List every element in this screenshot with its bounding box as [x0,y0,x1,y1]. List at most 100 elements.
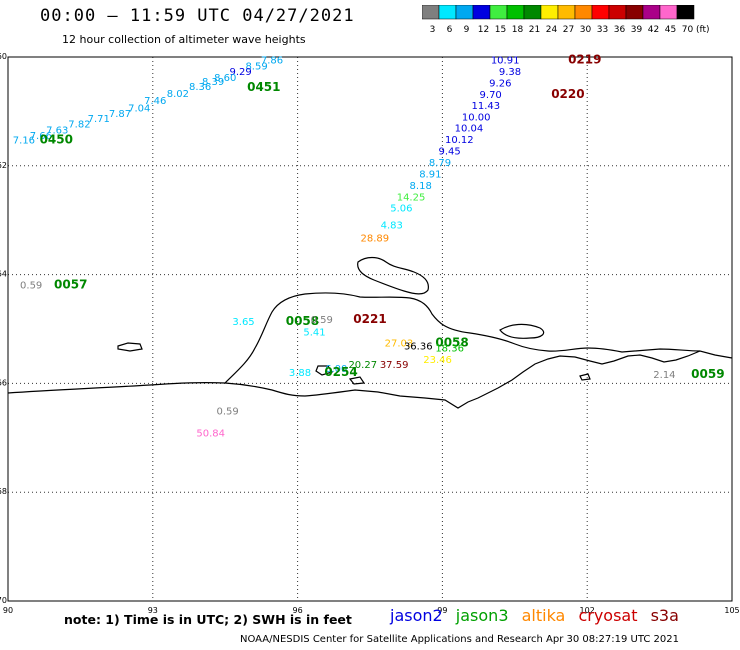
scale-tick-label: 39 [631,25,643,35]
pass-time-label: 0059 [691,367,724,381]
longitude-tick-label: 105 [724,606,739,615]
longitude-tick-label: 99 [437,606,447,615]
wave-height-label: 7.82 [68,119,90,130]
scale-tick-label: 70 [682,25,694,35]
longitude-tick-label: 96 [293,606,303,615]
wave-height-label: 7.63 [46,125,68,136]
scale-tick-label: 15 [495,25,506,35]
wave-height-label: 36.36 [404,341,433,352]
small-island-outline [348,376,366,385]
wave-height-label: 10.04 [455,124,484,135]
antarctic-coastline [7,350,733,409]
footnote: note: 1) Time is in UTC; 2) SWH is in fe… [64,612,352,627]
wave-height-label: 4.83 [381,221,403,232]
wave-height-label: 8.79 [429,158,451,169]
coastline [7,256,733,409]
scale-tick-label: 3 [430,25,436,35]
wave-height-label: 8.18 [410,181,432,192]
pass-time-label: 0057 [54,277,87,291]
wave-height-label: 8.36 [189,82,211,93]
wave-height-label: 7.66 [30,131,52,142]
wave-height-label: 8.39 [202,77,224,88]
legend-altika: altika [521,606,566,625]
pass-time-label: 0220 [551,87,584,101]
legend-cryosat: cryosat [578,606,638,625]
latitude-tick-label: -62 [0,161,7,170]
pass-time-label: 0219 [568,53,601,67]
wave-height-label: 0.59 [216,407,238,418]
scale-swatch-70 [676,5,695,20]
wave-height-label: 0.59 [311,315,333,326]
wave-height-label: 11.43 [472,101,501,112]
wave-height-label: 9.38 [499,67,521,78]
latitude-tick-label: -60 [0,52,7,61]
scale-unit-label: (ft) [696,25,710,35]
wave-height-label: 8.60 [214,73,236,84]
wave-height-label: 9.70 [480,90,502,101]
ice-shelf-outline [224,292,701,384]
scale-tick-label: 21 [529,25,540,35]
wave-height-label: 7.87 [109,109,131,120]
scale-tick-label: 27 [563,25,574,35]
scale-tick-label: 42 [648,25,659,35]
map-title: 00:00 – 11:59 UTC 04/27/2021 [40,6,355,26]
longitude-tick-label: 90 [3,606,13,615]
legend-jason2: jason2 [390,606,443,625]
wave-height-label: 23.46 [423,355,452,366]
latitude-tick-label: -68 [0,487,7,496]
wave-height-label: 7.71 [88,114,110,125]
wave-height-label: 6.00 [325,364,347,375]
scale-tick-label: 9 [464,25,470,35]
scale-tick-label: 24 [546,25,558,35]
longitude-tick-label: 102 [580,606,595,615]
map-subtitle: 12 hour collection of altimeter wave hei… [62,33,306,46]
pass-time-label: 0451 [247,80,280,94]
wave-height-label: 0.59 [20,280,42,291]
wave-height-label: 9.29 [230,67,252,78]
wave-height-label: 37.59 [380,360,409,371]
wave-height-label: 50.84 [196,428,225,439]
pass-time-label: 0450 [40,133,73,147]
latitude-tick-label: -70 [0,596,7,605]
credit-line: NOAA/NESDIS Center for Satellite Applica… [240,634,679,645]
pass-time-label: 0058 [435,336,468,350]
small-island-outline [117,342,143,352]
ice-tongue-outline [499,323,545,339]
wave-height-label: 7.46 [144,96,166,107]
pass-time-label: 0058 [286,314,319,328]
wave-height-observations: 7.868.599.298.608.398.368.027.467.047.87… [13,53,725,440]
latitude-tick-label: -66 [0,378,7,387]
wave-height-label: 7.16 [13,136,35,147]
pass-time-label: 0254 [324,365,357,379]
wave-height-label: 3.88 [289,368,311,379]
latitude-tick-label: -64 [0,270,7,279]
scale-tick-label: 36 [614,25,626,35]
wave-height-label: 27.03 [385,339,414,350]
wave-height-label: 10.12 [445,135,474,146]
wave-height-label: 5.06 [390,204,412,215]
wave-height-label: 14.25 [397,192,426,203]
wave-height-label: 2.14 [653,370,675,381]
wave-height-label: 7.04 [128,104,150,115]
pass-time-label: 0221 [353,312,386,326]
scale-tick-label: 30 [580,25,592,35]
wave-height-label: 7.86 [261,56,283,67]
scale-tick-label: 18 [512,25,524,35]
island-outline [357,256,429,295]
wave-height-label: 3.65 [232,317,254,328]
scale-tick-label: 45 [665,25,676,35]
wave-height-label: 5.41 [303,328,325,339]
wave-height-label: 8.59 [245,62,267,73]
wave-height-label: 18.36 [435,343,464,354]
wave-height-label: 8.02 [167,89,189,100]
wave-height-label: 10.91 [491,56,520,67]
wave-height-label: 8.91 [419,169,441,180]
small-island-outline [579,373,591,381]
scale-tick-label: 33 [597,25,608,35]
color-scale-legend: 3 6 9 12 15 18 21 24 27 30 33 36 39 42 45 70 (ft) [422,5,710,35]
legend-s3a: s3a [650,606,679,625]
scale-tick-label: 12 [478,25,489,35]
longitude-tick-label: 93 [148,606,158,615]
wave-height-label: 28.89 [361,234,390,245]
